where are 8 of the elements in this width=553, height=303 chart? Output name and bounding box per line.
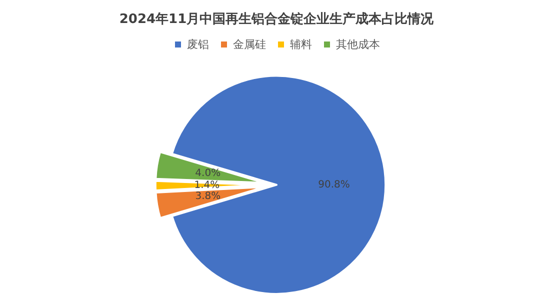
data-label: 90.8% — [318, 179, 350, 190]
data-label: 3.8% — [195, 191, 221, 202]
data-label: 4.0% — [195, 168, 221, 180]
chart-title: 2024年11月中国再生铝合金锭企业生产成本占比情况 — [119, 11, 435, 27]
legend-label: 金属硅 — [233, 38, 266, 51]
legend-label: 其他成本 — [336, 38, 380, 51]
legend-label: 废铝 — [187, 38, 209, 51]
legend-label: 辅料 — [290, 38, 312, 51]
